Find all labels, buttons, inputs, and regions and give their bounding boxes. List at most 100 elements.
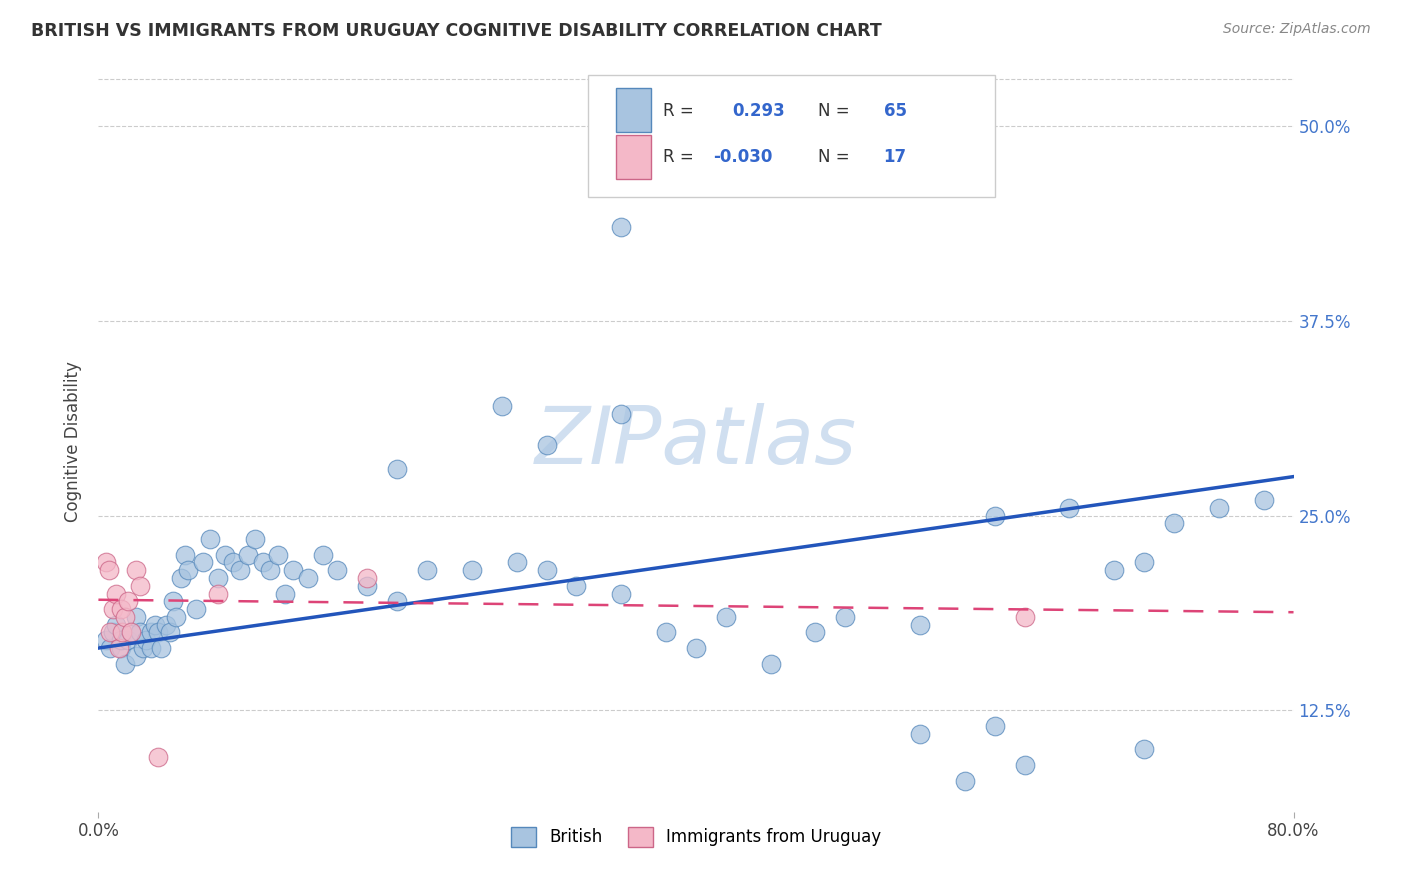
Point bbox=[1014, 758, 1036, 772]
Point bbox=[184, 602, 207, 616]
Text: 0.293: 0.293 bbox=[733, 102, 785, 120]
Point bbox=[132, 641, 155, 656]
Point bbox=[834, 610, 856, 624]
Point bbox=[148, 750, 170, 764]
Point bbox=[125, 563, 148, 577]
Point bbox=[174, 548, 197, 562]
Point bbox=[120, 625, 142, 640]
Point bbox=[97, 563, 120, 577]
Point bbox=[165, 610, 187, 624]
Point bbox=[610, 586, 633, 600]
Point bbox=[1014, 610, 1036, 624]
Point bbox=[98, 625, 122, 640]
Point bbox=[98, 641, 122, 656]
Point bbox=[114, 610, 136, 624]
Point bbox=[984, 508, 1007, 523]
Text: ZIPatlas: ZIPatlas bbox=[534, 402, 858, 481]
Point bbox=[274, 586, 297, 600]
Point bbox=[229, 563, 252, 577]
Point bbox=[416, 563, 439, 577]
Point bbox=[1163, 516, 1185, 531]
Point bbox=[1208, 500, 1230, 515]
Point bbox=[177, 563, 200, 577]
Point bbox=[110, 602, 132, 616]
Point bbox=[191, 555, 214, 569]
Text: N =: N = bbox=[818, 147, 855, 166]
Text: -0.030: -0.030 bbox=[713, 147, 772, 166]
Point bbox=[610, 407, 633, 421]
Point bbox=[326, 563, 349, 577]
Point bbox=[1059, 500, 1081, 515]
Point bbox=[105, 617, 128, 632]
Point bbox=[506, 555, 529, 569]
Point bbox=[908, 617, 931, 632]
Text: BRITISH VS IMMIGRANTS FROM URUGUAY COGNITIVE DISABILITY CORRELATION CHART: BRITISH VS IMMIGRANTS FROM URUGUAY COGNI… bbox=[31, 22, 882, 40]
Point bbox=[114, 657, 136, 671]
Point bbox=[565, 579, 588, 593]
Point bbox=[125, 610, 148, 624]
Point bbox=[953, 773, 976, 788]
Point bbox=[105, 586, 128, 600]
Point bbox=[1133, 742, 1156, 756]
Y-axis label: Cognitive Disability: Cognitive Disability bbox=[65, 361, 83, 522]
Point bbox=[200, 532, 222, 546]
Point bbox=[610, 220, 633, 235]
Point bbox=[908, 727, 931, 741]
Point bbox=[135, 633, 157, 648]
Point bbox=[139, 625, 162, 640]
Text: 17: 17 bbox=[883, 147, 907, 166]
Point bbox=[311, 548, 333, 562]
Point bbox=[461, 563, 484, 577]
Text: Source: ZipAtlas.com: Source: ZipAtlas.com bbox=[1223, 22, 1371, 37]
Point bbox=[148, 625, 170, 640]
Point bbox=[714, 610, 737, 624]
Legend: British, Immigrants from Uruguay: British, Immigrants from Uruguay bbox=[502, 818, 890, 855]
Point bbox=[155, 617, 177, 632]
Point bbox=[162, 594, 184, 608]
Point bbox=[108, 641, 131, 656]
Point bbox=[685, 641, 707, 656]
Point bbox=[110, 633, 132, 648]
Point bbox=[759, 657, 782, 671]
FancyBboxPatch shape bbox=[616, 88, 651, 132]
Point bbox=[94, 633, 117, 648]
Point bbox=[236, 548, 259, 562]
Text: R =: R = bbox=[662, 102, 699, 120]
Text: 65: 65 bbox=[883, 102, 907, 120]
Point bbox=[1104, 563, 1126, 577]
Point bbox=[207, 571, 229, 585]
Text: R =: R = bbox=[662, 147, 699, 166]
Point bbox=[356, 571, 378, 585]
Point bbox=[259, 563, 281, 577]
Point bbox=[94, 555, 117, 569]
Point bbox=[143, 617, 166, 632]
FancyBboxPatch shape bbox=[616, 135, 651, 178]
Point bbox=[536, 438, 558, 452]
Point bbox=[536, 563, 558, 577]
Point bbox=[984, 719, 1007, 733]
Point bbox=[245, 532, 267, 546]
Point bbox=[111, 625, 134, 640]
Point bbox=[252, 555, 274, 569]
Point bbox=[110, 641, 132, 656]
Point bbox=[1133, 555, 1156, 569]
Point bbox=[117, 633, 139, 648]
Point bbox=[1253, 493, 1275, 508]
Point bbox=[150, 641, 173, 656]
Point bbox=[120, 625, 142, 640]
FancyBboxPatch shape bbox=[589, 75, 995, 197]
Point bbox=[139, 641, 162, 656]
Point bbox=[125, 648, 148, 663]
Point bbox=[281, 563, 304, 577]
Point bbox=[804, 625, 827, 640]
Point bbox=[214, 548, 236, 562]
Point bbox=[169, 571, 191, 585]
Point bbox=[129, 625, 152, 640]
Point bbox=[117, 594, 139, 608]
Point bbox=[222, 555, 245, 569]
Point bbox=[297, 571, 319, 585]
Point bbox=[103, 602, 125, 616]
Point bbox=[129, 579, 152, 593]
Point bbox=[159, 625, 181, 640]
Point bbox=[385, 462, 409, 476]
